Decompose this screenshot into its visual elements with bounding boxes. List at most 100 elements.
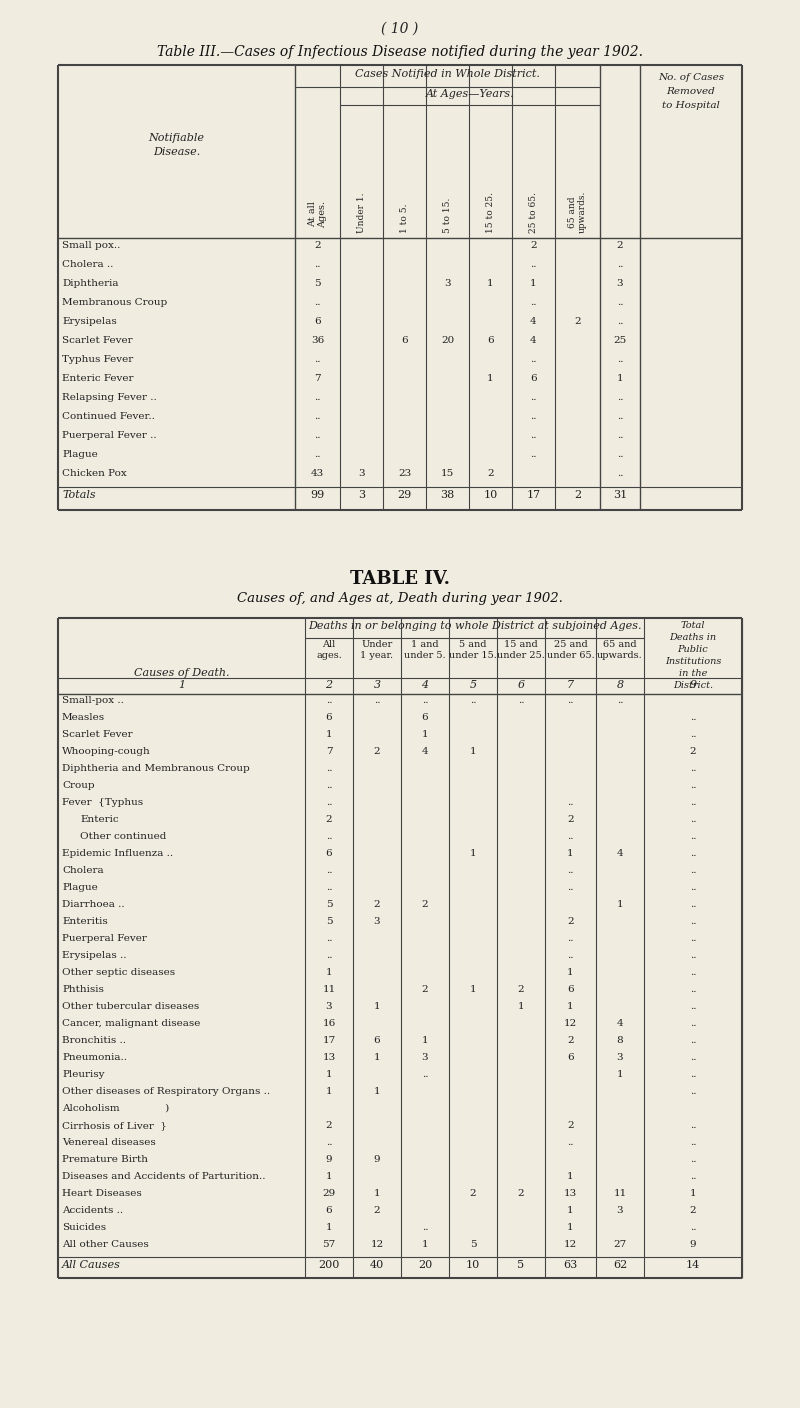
Text: ..: ..	[567, 883, 574, 893]
Text: Whooping-cough: Whooping-cough	[62, 748, 150, 756]
Text: 2: 2	[567, 815, 574, 824]
Text: ..: ..	[690, 934, 696, 943]
Text: Causes of Death.: Causes of Death.	[134, 667, 230, 679]
Text: ..: ..	[690, 1171, 696, 1181]
Text: 3: 3	[617, 1207, 623, 1215]
Text: No. of Cases: No. of Cases	[658, 73, 724, 82]
Text: Scarlet Fever: Scarlet Fever	[62, 729, 133, 739]
Text: 4: 4	[617, 1019, 623, 1028]
Text: Measles: Measles	[62, 712, 105, 722]
Text: ..: ..	[374, 696, 380, 705]
Text: ..: ..	[326, 950, 332, 960]
Text: 1: 1	[470, 986, 476, 994]
Text: ..: ..	[690, 712, 696, 722]
Text: 5: 5	[314, 279, 321, 289]
Text: ..: ..	[690, 950, 696, 960]
Text: 1: 1	[374, 1002, 380, 1011]
Text: ..: ..	[617, 431, 623, 439]
Text: ..: ..	[314, 431, 321, 439]
Text: ..: ..	[326, 696, 332, 705]
Text: Puerperal Fever: Puerperal Fever	[62, 934, 147, 943]
Text: All
ages.: All ages.	[316, 641, 342, 660]
Text: 2: 2	[374, 1207, 380, 1215]
Text: 2: 2	[326, 680, 333, 690]
Text: ..: ..	[326, 832, 332, 841]
Text: 1: 1	[617, 375, 623, 383]
Text: Under 1.: Under 1.	[357, 193, 366, 232]
Text: 3: 3	[374, 917, 380, 926]
Text: 2: 2	[567, 1036, 574, 1045]
Text: Small pox..: Small pox..	[62, 241, 120, 251]
Text: 3: 3	[444, 279, 451, 289]
Text: 1: 1	[326, 1224, 332, 1232]
Text: Bronchitis ..: Bronchitis ..	[62, 1036, 126, 1045]
Text: 4: 4	[530, 317, 537, 327]
Text: Phthisis: Phthisis	[62, 986, 104, 994]
Text: 2: 2	[374, 748, 380, 756]
Text: Table III.—Cases of Infectious Disease notified during the year 1902.: Table III.—Cases of Infectious Disease n…	[157, 45, 643, 59]
Text: 1: 1	[422, 1036, 428, 1045]
Text: ..: ..	[567, 1138, 574, 1148]
Text: 1: 1	[374, 1087, 380, 1095]
Text: 1 and
under 5.: 1 and under 5.	[404, 641, 446, 660]
Text: 57: 57	[322, 1240, 336, 1249]
Text: ..: ..	[690, 969, 696, 977]
Text: 1: 1	[326, 1171, 332, 1181]
Text: Diseases and Accidents of Parturition..: Diseases and Accidents of Parturition..	[62, 1171, 266, 1181]
Text: 31: 31	[613, 490, 627, 500]
Text: ..: ..	[690, 1070, 696, 1079]
Text: ..: ..	[422, 1070, 428, 1079]
Text: ..: ..	[326, 781, 332, 790]
Text: ..: ..	[567, 934, 574, 943]
Text: ..: ..	[314, 393, 321, 403]
Text: 13: 13	[564, 1188, 577, 1198]
Text: 63: 63	[563, 1260, 578, 1270]
Text: ..: ..	[690, 1138, 696, 1148]
Text: ..: ..	[690, 1121, 696, 1131]
Text: ..: ..	[617, 696, 623, 705]
Text: Pleurisy: Pleurisy	[62, 1070, 105, 1079]
Text: 25 and
under 65.: 25 and under 65.	[546, 641, 594, 660]
Text: Other tubercular diseases: Other tubercular diseases	[62, 1002, 199, 1011]
Text: 6: 6	[326, 1207, 332, 1215]
Text: Total: Total	[681, 621, 706, 629]
Text: 38: 38	[440, 490, 454, 500]
Text: ..: ..	[690, 798, 696, 807]
Text: Notifiable
Disease.: Notifiable Disease.	[149, 132, 205, 158]
Text: 4: 4	[422, 680, 429, 690]
Text: Cases Notified in Whole District.: Cases Notified in Whole District.	[355, 69, 540, 79]
Text: Public: Public	[678, 645, 708, 653]
Text: ..: ..	[567, 866, 574, 874]
Text: Diarrhoea ..: Diarrhoea ..	[62, 900, 125, 910]
Text: 6: 6	[374, 1036, 380, 1045]
Text: 6: 6	[326, 712, 332, 722]
Text: 10: 10	[466, 1260, 480, 1270]
Text: 20: 20	[441, 337, 454, 345]
Text: ..: ..	[690, 1155, 696, 1164]
Text: Puerperal Fever ..: Puerperal Fever ..	[62, 431, 157, 439]
Text: 1: 1	[422, 729, 428, 739]
Text: All other Causes: All other Causes	[62, 1240, 149, 1249]
Text: Croup: Croup	[62, 781, 94, 790]
Text: ..: ..	[690, 1002, 696, 1011]
Text: ..: ..	[314, 355, 321, 365]
Text: Accidents ..: Accidents ..	[62, 1207, 123, 1215]
Text: 1: 1	[470, 748, 476, 756]
Text: 20: 20	[418, 1260, 432, 1270]
Text: Deaths in: Deaths in	[670, 634, 717, 642]
Text: 2: 2	[326, 1121, 332, 1131]
Text: ..: ..	[530, 298, 537, 307]
Text: ..: ..	[690, 781, 696, 790]
Text: ..: ..	[470, 696, 476, 705]
Text: At all
Ages.: At all Ages.	[308, 201, 327, 228]
Text: Removed: Removed	[666, 87, 715, 96]
Text: All Causes: All Causes	[62, 1260, 121, 1270]
Text: ..: ..	[530, 355, 537, 365]
Text: 40: 40	[370, 1260, 384, 1270]
Text: 1: 1	[178, 680, 185, 690]
Text: 6: 6	[487, 337, 494, 345]
Text: ..: ..	[617, 260, 623, 269]
Text: ..: ..	[690, 917, 696, 926]
Text: 3: 3	[617, 279, 623, 289]
Text: 1: 1	[326, 729, 332, 739]
